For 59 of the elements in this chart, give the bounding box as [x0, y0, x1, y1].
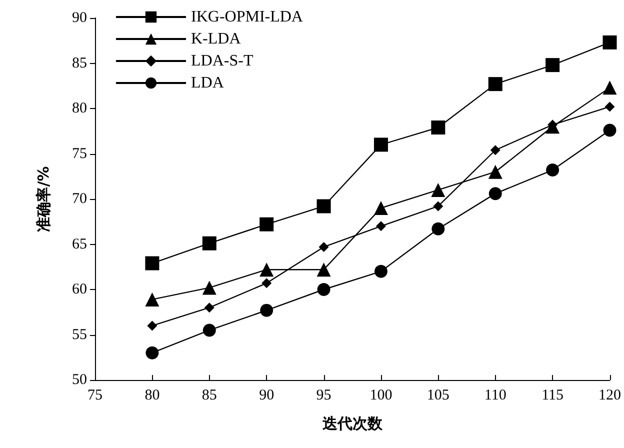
x-tick-label: 120	[598, 388, 621, 404]
point	[147, 320, 158, 331]
legend-label: IKG-OPMI-LDA	[191, 8, 304, 26]
legend-label: K-LDA	[191, 30, 242, 48]
point	[316, 262, 331, 277]
y-tick-label: 80	[72, 100, 87, 116]
point	[202, 280, 216, 295]
x-tick-label: 85	[202, 388, 217, 404]
x-tick-label: 95	[316, 388, 332, 404]
point	[260, 262, 274, 277]
legend-label: LDA	[191, 74, 224, 92]
point	[546, 164, 560, 177]
y-tick-label: 85	[72, 55, 87, 72]
x-tick-label: 90	[259, 388, 274, 404]
point	[431, 182, 446, 197]
point	[602, 80, 617, 95]
point	[318, 242, 329, 252]
point	[376, 221, 386, 232]
point	[146, 346, 159, 360]
point	[374, 201, 388, 216]
point	[316, 199, 331, 214]
point	[202, 236, 216, 250]
point	[317, 283, 330, 296]
point	[431, 120, 446, 135]
x-tick-label: 80	[144, 388, 160, 404]
y-tick-label: 60	[72, 282, 87, 298]
point	[262, 278, 272, 288]
y-tick-label: 75	[72, 146, 87, 162]
point	[432, 222, 445, 236]
point	[490, 145, 500, 156]
point	[260, 304, 274, 317]
point	[603, 124, 616, 137]
point	[488, 164, 502, 179]
x-tick-label: 115	[542, 388, 564, 404]
point	[488, 187, 502, 200]
point	[374, 264, 388, 278]
point	[602, 35, 617, 50]
y-tick-label: 65	[72, 236, 87, 252]
y-tick-label: 50	[72, 372, 87, 388]
point	[546, 58, 560, 72]
point	[433, 201, 444, 212]
point	[202, 324, 216, 337]
point	[145, 292, 160, 306]
point	[604, 102, 615, 112]
point	[145, 256, 160, 270]
x-tick-label: 105	[426, 388, 450, 404]
y-tick-label: 55	[72, 326, 87, 343]
y-tick-label: 70	[72, 191, 87, 207]
x-tick-label: 110	[484, 388, 506, 404]
x-tick-label: 75	[88, 388, 102, 404]
point	[204, 302, 214, 313]
x-axis-title: 迭代次数	[321, 414, 384, 432]
legend-label: LDA-S-T	[191, 52, 254, 70]
point	[260, 217, 274, 232]
x-tick-label: 100	[370, 388, 392, 404]
y-tick-label: 90	[72, 10, 87, 26]
y-axis-title: 准确率/%	[34, 166, 52, 232]
point	[488, 77, 502, 92]
point	[374, 138, 388, 152]
